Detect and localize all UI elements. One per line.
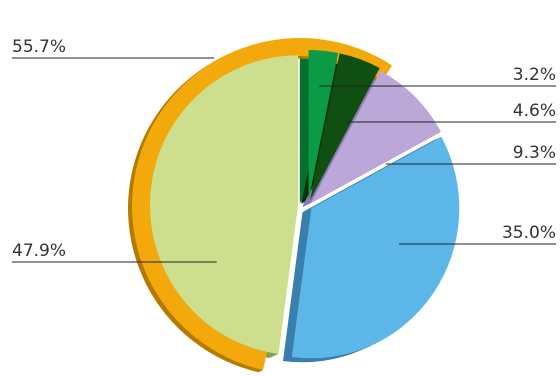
- slice-label: 3.2%: [513, 65, 556, 85]
- pie-slice: [291, 136, 460, 359]
- outer-ring-label: 55.7%: [12, 37, 66, 57]
- slice-label: 9.3%: [513, 143, 556, 163]
- pie-slice: [308, 50, 339, 201]
- pie-slice: [310, 70, 441, 204]
- slice-label: 47.9%: [12, 241, 66, 261]
- pie-slice: [310, 53, 380, 201]
- slice-label: 4.6%: [513, 101, 556, 121]
- pie-slice: [149, 55, 299, 355]
- slice-label: 35.0%: [502, 223, 556, 243]
